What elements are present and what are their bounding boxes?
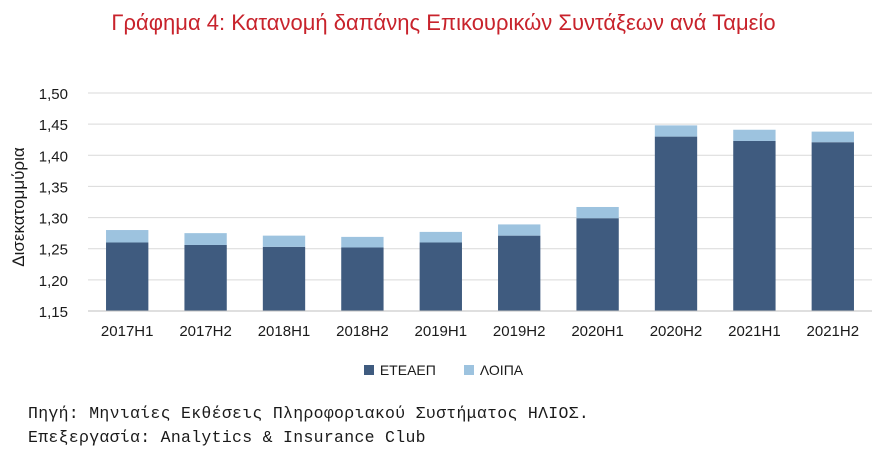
y-tick-label: 1,25 [39,242,68,259]
bar-loipa-2019H1 [419,231,462,243]
bar-eteaep-2021H1 [733,140,776,311]
legend-item-eteaep: ΕΤΕΑΕΠ [363,362,436,378]
bar-loipa-2018H1 [262,235,306,247]
bar-loipa-2017H1 [106,230,149,243]
bar-eteaep-2018H2 [341,247,384,311]
legend: ΕΤΕΑΕΠ ΛΟΙΠΑ [0,362,887,378]
x-tick-label: 2018H1 [258,323,311,340]
y-axis-label: Δισεκατομμύρια [9,147,28,267]
bar-loipa-2020H1 [576,206,619,219]
y-axis-ticks: 1,15 1,20 1,25 1,30 1,35 1,40 1,45 1,50 [39,86,68,321]
x-tick-label: 2019H1 [415,323,468,340]
source-line-1: Πηγή: Μηνιαίες Εκθέσεις Πληροφοριακού Συ… [28,404,590,423]
x-tick-label: 2017H1 [101,323,154,340]
bar-loipa-2019H2 [498,224,541,236]
y-tick-label: 1,30 [39,211,68,228]
bar-eteaep-2019H2 [498,235,541,311]
x-axis-ticks: 2017H1 2017H2 2018H1 2018H2 2019H1 2019H2 2020… [101,323,859,340]
x-tick-label: 2018H2 [336,323,389,340]
bar-loipa-2021H1 [733,129,776,141]
bar-loipa-2021H2 [811,131,854,143]
legend-swatch-loipa [463,365,474,375]
y-tick-label: 1,20 [39,273,68,290]
y-tick-label: 1,35 [39,179,68,196]
bar-eteaep-2018H1 [262,246,306,311]
bar-loipa-2020H2 [654,125,698,137]
x-tick-label: 2020H1 [571,323,624,340]
x-tick-label: 2020H2 [650,323,703,340]
bar-eteaep-2021H2 [811,142,854,311]
legend-label-eteaep: ΕΤΕΑΕΠ [379,362,436,378]
y-tick-label: 1,40 [39,148,68,165]
y-tick-label: 1,45 [39,117,68,134]
bar-eteaep-2017H1 [106,242,149,311]
x-tick-label: 2017H2 [179,323,232,340]
bar-loipa-2017H2 [184,233,227,245]
x-tick-label: 2019H2 [493,323,546,340]
bars [106,125,854,311]
legend-swatch-eteaep [363,365,374,375]
source-line-2: Επεξεργασία: Analytics & Insurance Club [28,428,426,447]
bar-eteaep-2019H1 [419,242,462,311]
bar-loipa-2018H2 [341,236,384,248]
bar-eteaep-2020H2 [654,136,698,311]
y-tick-label: 1,50 [39,86,68,103]
bar-eteaep-2020H1 [576,218,619,311]
legend-item-loipa: ΛΟΙΠΑ [463,362,524,378]
legend-label-loipa: ΛΟΙΠΑ [479,362,524,378]
chart-canvas: 1,151,201,251,301,351,401,451,50 2017H1 2… [9,86,872,340]
y-tick-label: 1,15 [39,304,68,321]
bar-eteaep-2017H2 [184,244,227,311]
x-tick-label: 2021H2 [807,323,860,340]
chart-title: Γράφημα 4: Κατανομή δαπάνης Επικουρικών … [111,10,776,35]
x-tick-label: 2021H1 [728,323,781,340]
source-note: Πηγή: Μηνιαίες Εκθέσεις Πληροφοριακού Συ… [28,402,589,450]
